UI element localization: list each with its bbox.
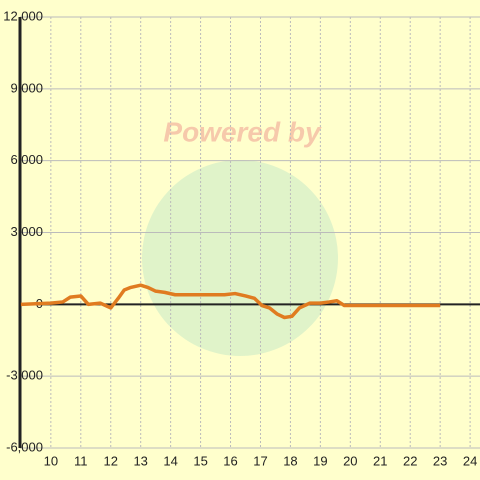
x-tick-label: 20: [343, 453, 357, 468]
x-tick-label: 21: [373, 453, 387, 468]
x-tick-label: 17: [253, 453, 267, 468]
x-tick-label: 24: [463, 453, 477, 468]
x-tick-label: 14: [163, 453, 177, 468]
x-tick-label: 13: [133, 453, 147, 468]
x-tick-label: 23: [433, 453, 447, 468]
x-tick-label: 18: [283, 453, 297, 468]
watermark: Powered by: [163, 116, 322, 147]
x-tick-label: 12: [104, 453, 118, 468]
x-tick-label: 10: [44, 453, 58, 468]
x-tick-label: 11: [74, 453, 88, 468]
y-tick-label: 12,000: [3, 8, 43, 23]
y-tick-label: -3,000: [6, 368, 43, 383]
y-tick-label: -6,000: [6, 439, 43, 454]
watermark-logo: [142, 160, 338, 356]
x-tick-label: 16: [223, 453, 237, 468]
y-tick-label: 9,000: [10, 80, 43, 95]
data-line: [20, 283, 441, 320]
x-tick-label: 19: [313, 453, 327, 468]
x-tick-label: 22: [403, 453, 417, 468]
y-tick-label: 6,000: [10, 152, 43, 167]
y-tick-label: 3,000: [10, 224, 43, 239]
x-tick-label: 15: [193, 453, 207, 468]
